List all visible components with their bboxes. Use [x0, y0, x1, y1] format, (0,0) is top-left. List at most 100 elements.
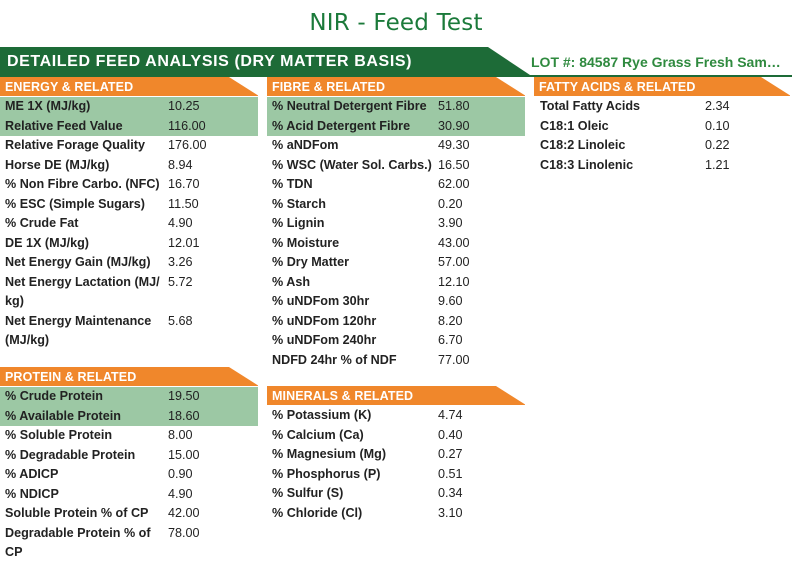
fatty-acids-table: Total Fatty Acids 2.34 C18:1 Oleic 0.10 C18:… — [534, 97, 790, 175]
table-row: % uNDFom 240hr 6.70 — [267, 331, 525, 351]
table-row: % Acid Detergent Fibre 30.90 — [267, 116, 525, 136]
row-label: % Starch — [272, 196, 326, 211]
table-row: % uNDFom 120hr 8.20 — [267, 312, 525, 332]
row-value: 0.22 — [705, 138, 730, 152]
row-label: % ADICP — [5, 467, 59, 481]
row-value: 116.00 — [165, 116, 258, 136]
row-label: % Neutral Detergent Fibre — [267, 97, 435, 117]
protein-section-title: PROTEIN & RELATED — [5, 370, 137, 384]
row-value: 0.34 — [438, 486, 463, 500]
row-value: 176.00 — [168, 138, 207, 152]
row-value: 0.51 — [438, 466, 463, 481]
protein-section-header: PROTEIN & RELATED — [0, 367, 259, 386]
table-row: % WSC (Water Sol. Carbs.) 16.50 — [267, 156, 525, 176]
row-value: 2.34 — [705, 99, 730, 113]
row-value: 77.00 — [438, 352, 470, 367]
table-row: ME 1X (MJ/kg) 10.25 — [0, 97, 258, 117]
minerals-table: % Potassium (K) 4.74 % Calcium (Ca) 0.40 % M… — [267, 406, 525, 523]
row-value: 0.90 — [168, 467, 193, 481]
row-label: % uNDFom 240hr — [272, 333, 377, 347]
table-row: % ESC (Simple Sugars) 11.50 — [0, 195, 258, 215]
row-value: 57.00 — [438, 255, 470, 269]
table-row: % Sulfur (S) 0.34 — [267, 484, 525, 504]
row-value: 4.90 — [168, 486, 193, 501]
row-label: % Lignin — [272, 216, 325, 230]
row-label: % Dry Matter — [272, 255, 349, 269]
row-label: % Calcium (Ca) — [272, 427, 364, 442]
row-label: C18:2 Linoleic — [540, 138, 626, 152]
row-value: 3.26 — [168, 255, 193, 269]
row-label: Relative Feed Value — [0, 116, 165, 136]
protein-section: PROTEIN & RELATED % Crude Protein 19.50% … — [0, 367, 259, 563]
row-label: % Crude Protein — [0, 387, 165, 407]
table-row: Net Energy Maintenance (MJ/kg) 5.68 — [0, 312, 258, 351]
row-value: 3.90 — [438, 216, 463, 230]
banner-heading: DETAILED FEED ANALYSIS (DRY MATTER BASIS… — [0, 47, 530, 75]
row-label: % Phosphorus (P) — [272, 466, 381, 481]
row-value: 51.80 — [435, 97, 525, 117]
row-label: Total Fatty Acids — [540, 99, 641, 113]
table-row: % Dry Matter 57.00 — [267, 253, 525, 273]
table-row: Total Fatty Acids 2.34 — [534, 97, 790, 117]
row-value: 4.90 — [168, 216, 193, 230]
row-label: Net Energy Maintenance (MJ/kg) — [5, 313, 152, 348]
energy-table: ME 1X (MJ/kg) 10.25 Relative Feed Value 116… — [0, 97, 258, 351]
row-value: 42.00 — [168, 506, 200, 520]
row-value: 19.50 — [165, 387, 258, 407]
fibre-section-title: FIBRE & RELATED — [272, 80, 386, 94]
row-value: 11.50 — [168, 196, 199, 211]
row-label: % Ash — [272, 274, 311, 289]
row-value: 4.74 — [438, 408, 463, 422]
row-value: 43.00 — [438, 235, 470, 250]
table-row: % Phosphorus (P) 0.51 — [267, 465, 525, 485]
row-label: NDFD 24hr % of NDF — [272, 352, 397, 367]
row-label: Relative Forage Quality — [5, 138, 145, 152]
page-title: NIR - Feed Test — [309, 10, 483, 36]
table-row: % Crude Fat 4.90 — [0, 214, 258, 234]
table-row: % Degradable Protein 15.00 — [0, 446, 258, 466]
table-row: % ADICP 0.90 — [0, 465, 258, 485]
row-label: % uNDFom 30hr — [272, 294, 370, 308]
table-row: C18:3 Linolenic 1.21 — [534, 156, 790, 176]
minerals-section-title: MINERALS & RELATED — [272, 389, 414, 403]
row-label: Soluble Protein % of CP — [5, 506, 149, 520]
row-label: % Potassium (K) — [272, 408, 372, 422]
table-row: % Potassium (K) 4.74 — [267, 406, 525, 426]
table-row: Horse DE (MJ/kg) 8.94 — [0, 156, 258, 176]
table-row: % Available Protein 18.60 — [0, 406, 258, 426]
energy-section: ENERGY & RELATED ME 1X (MJ/kg) 10.25 Relat… — [0, 77, 259, 351]
row-label: Net Energy Gain (MJ/kg) — [5, 255, 151, 269]
table-row: % Non Fibre Carbo. (NFC) 16.70 — [0, 175, 258, 195]
lot-number: LOT #: 84587 Rye Grass Fresh Sample — [531, 54, 786, 70]
table-row: % Magnesium (Mg) 0.27 — [267, 445, 525, 465]
energy-section-title: ENERGY & RELATED — [5, 80, 134, 94]
row-value: 12.10 — [438, 274, 470, 289]
row-label: % Magnesium (Mg) — [272, 447, 387, 461]
row-value: 62.00 — [438, 177, 470, 191]
row-label: Net Energy Lactation (MJ/ kg) — [5, 274, 160, 309]
protein-table: % Crude Protein 19.50% Available Protein 1… — [0, 387, 258, 563]
row-label: % Crude Fat — [5, 216, 79, 230]
row-label: % Soluble Protein — [5, 428, 113, 442]
row-value: 0.27 — [438, 447, 463, 461]
row-value: 10.25 — [165, 97, 258, 117]
fatty-acids-section-header: FATTY ACIDS & RELATED — [534, 77, 791, 96]
table-row: NDFD 24hr % of NDF 77.00 — [267, 351, 525, 371]
table-row: % Lignin 3.90 — [267, 214, 525, 234]
row-label: % Chloride (Cl) — [272, 505, 363, 520]
row-label: % uNDFom 120hr — [272, 313, 377, 328]
row-label: % Available Protein — [0, 406, 165, 426]
table-row: C18:2 Linoleic 0.22 — [534, 136, 790, 156]
row-value: 49.30 — [438, 138, 470, 152]
row-label: % ESC (Simple Sugars) — [5, 196, 145, 211]
fibre-section: FIBRE & RELATED % Neutral Detergent Fibr… — [267, 77, 526, 370]
row-label: C18:3 Linolenic — [540, 157, 634, 172]
row-label: % NDICP — [5, 486, 59, 501]
row-label: % Acid Detergent Fibre — [267, 116, 435, 136]
row-value: 8.94 — [168, 157, 193, 172]
fibre-table: % Neutral Detergent Fibre 51.80% Acid Det… — [267, 97, 525, 370]
table-row: Net Energy Gain (MJ/kg) 3.26 — [0, 253, 258, 273]
fatty-acids-section-title: FATTY ACIDS & RELATED — [539, 80, 696, 94]
table-row: % uNDFom 30hr 9.60 — [267, 292, 525, 312]
table-row: % Crude Protein 19.50 — [0, 387, 258, 407]
